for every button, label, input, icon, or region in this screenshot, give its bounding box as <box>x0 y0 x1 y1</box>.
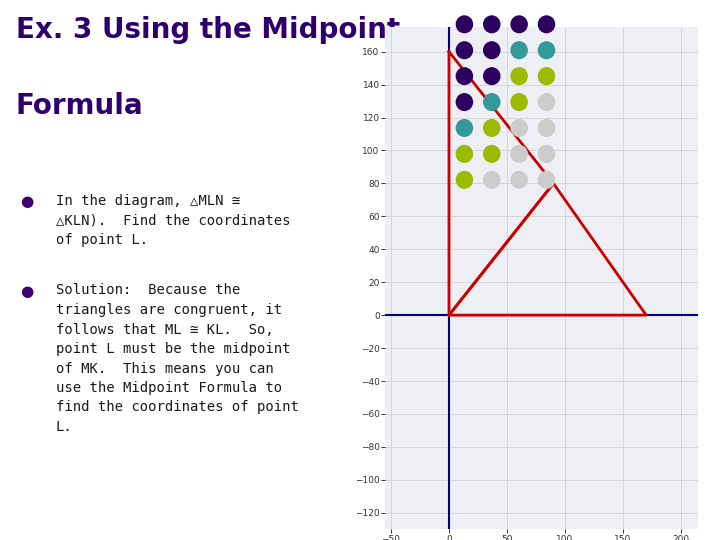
Text: ●: ● <box>20 284 33 299</box>
Text: Solution:  Because the
triangles are congruent, it
follows that ML ≅ KL.  So,
po: Solution: Because the triangles are cong… <box>56 284 299 434</box>
Text: Formula: Formula <box>16 92 143 120</box>
Text: ●: ● <box>20 194 33 210</box>
Text: Ex. 3 Using the Midpoint: Ex. 3 Using the Midpoint <box>16 16 400 44</box>
Text: In the diagram, △MLN ≅
△KLN).  Find the coordinates
of point L.: In the diagram, △MLN ≅ △KLN). Find the c… <box>56 194 290 247</box>
